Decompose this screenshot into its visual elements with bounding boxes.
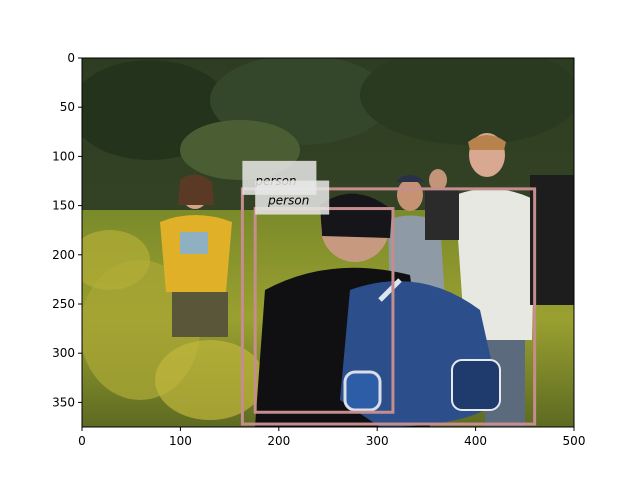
person-left bbox=[160, 174, 232, 337]
y-tick-label: 100 bbox=[52, 149, 75, 163]
y-tick-label: 250 bbox=[52, 297, 75, 311]
x-tick-label: 300 bbox=[366, 434, 389, 448]
y-tick-label: 50 bbox=[60, 100, 75, 114]
axes-frame bbox=[81, 57, 575, 428]
x-tick-label: 0 bbox=[78, 434, 86, 448]
detection-box bbox=[240, 187, 537, 426]
detections: personperson bbox=[240, 160, 537, 426]
y-tick-label: 0 bbox=[67, 51, 75, 65]
detection-label: person bbox=[267, 194, 309, 208]
x-tick-label: 500 bbox=[563, 434, 586, 448]
x-tick-label: 200 bbox=[267, 434, 290, 448]
y-tick-label: 350 bbox=[52, 395, 75, 409]
y-tick-label: 300 bbox=[52, 346, 75, 360]
y-axis: 0 50 100 150 200 250 300 350 bbox=[52, 51, 82, 409]
x-tick-label: 400 bbox=[464, 434, 487, 448]
x-tick-label: 100 bbox=[169, 434, 192, 448]
person-right bbox=[455, 133, 574, 427]
person-far bbox=[425, 169, 459, 240]
detection-label-bg bbox=[255, 180, 330, 215]
x-axis: 0 100 200 300 400 500 bbox=[78, 427, 585, 448]
y-tick-label: 150 bbox=[52, 199, 75, 213]
y-tick-label: 200 bbox=[52, 248, 75, 262]
person-front bbox=[255, 193, 501, 427]
photo bbox=[82, 58, 574, 427]
